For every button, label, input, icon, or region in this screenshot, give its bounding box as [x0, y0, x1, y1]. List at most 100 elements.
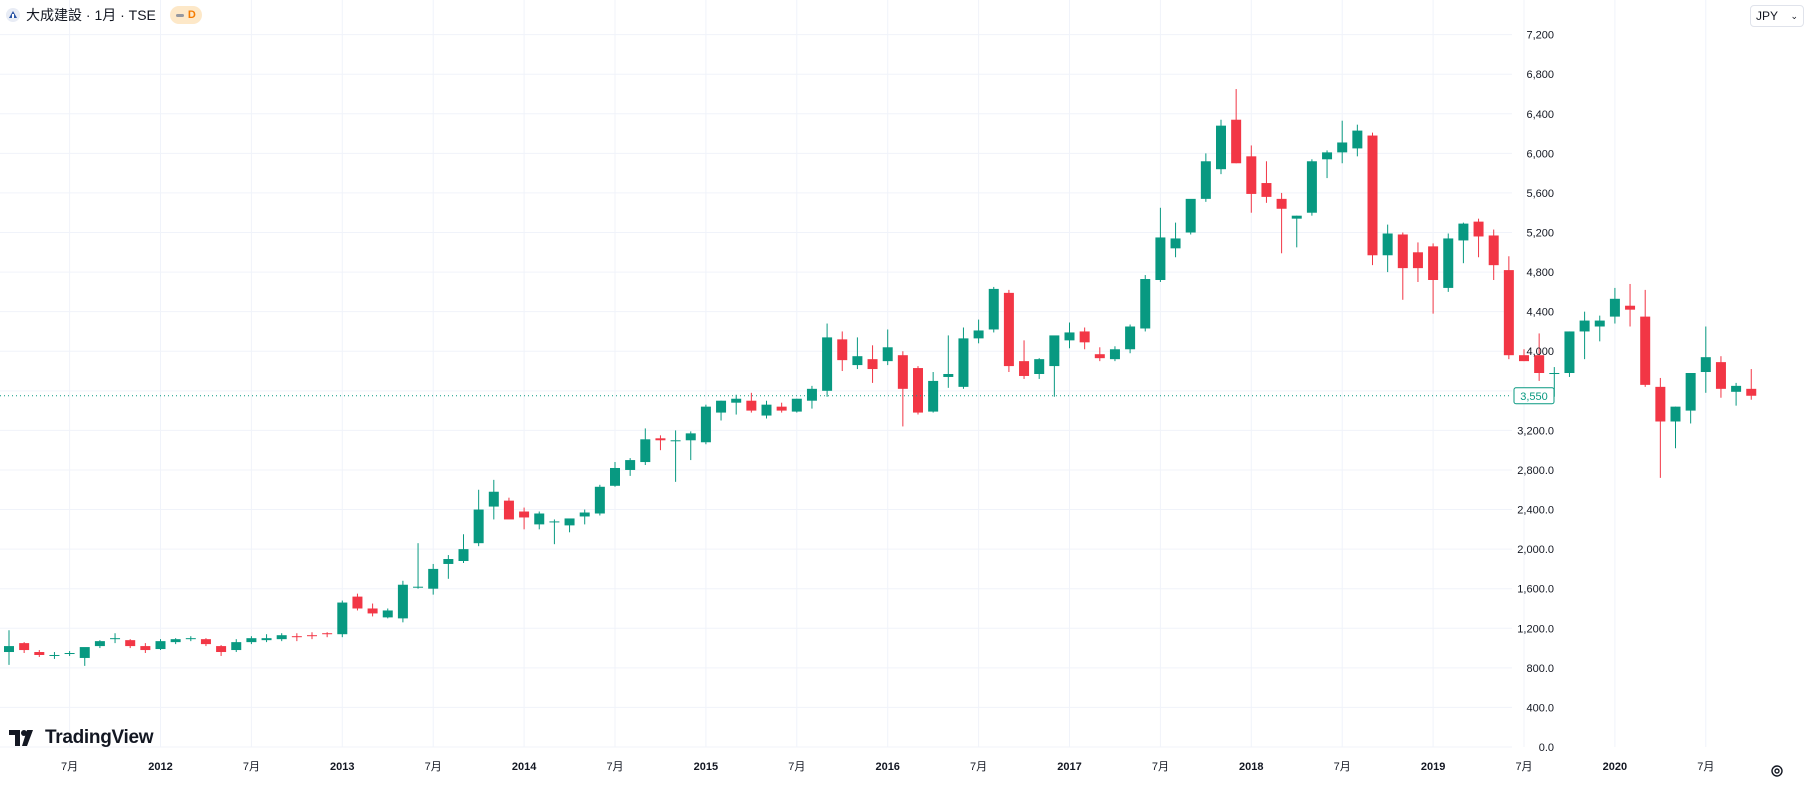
x-tick-label: 7月 [1334, 761, 1351, 773]
candle [94, 640, 105, 649]
last-price-box [1513, 387, 1555, 405]
candle [1746, 369, 1757, 400]
candle-body [34, 652, 45, 655]
candle [1397, 232, 1408, 300]
candle [170, 638, 181, 645]
candle-body [1715, 362, 1726, 389]
candle [1367, 132, 1378, 266]
candle-body [670, 440, 681, 442]
candle [791, 398, 802, 413]
candle-body [231, 642, 242, 651]
candle-body [731, 398, 742, 403]
candle [988, 286, 999, 333]
candle [1185, 198, 1196, 235]
candle-body [1261, 183, 1272, 197]
candle-body [928, 380, 939, 412]
candle [685, 431, 696, 461]
candle [397, 580, 408, 623]
symbol-title[interactable]: 大成建設 · 1月 · TSE [26, 7, 156, 23]
x-tick-label: 7月 [606, 761, 623, 773]
candle-body [155, 641, 166, 650]
candle-body [640, 439, 651, 463]
candle [443, 555, 454, 579]
candle-body [64, 653, 75, 655]
candle [610, 462, 620, 487]
candle [428, 563, 439, 595]
candle-body [200, 639, 211, 645]
settings-gear-icon[interactable] [1769, 763, 1785, 779]
candle-body [1488, 235, 1499, 266]
candle [1503, 256, 1514, 360]
candle-body [1685, 373, 1696, 411]
candle-body [1503, 270, 1514, 356]
candle-body [1079, 331, 1090, 343]
candle-body [1549, 373, 1560, 375]
badge-letter: D [187, 9, 196, 21]
symbol-logo-icon [6, 8, 20, 22]
candlestick-series [4, 89, 1757, 666]
currency-label: JPY [1756, 9, 1779, 23]
candle [852, 337, 863, 370]
candle [125, 639, 136, 649]
candle-body [594, 486, 605, 514]
candle [1700, 326, 1711, 393]
candle-body [1443, 238, 1454, 288]
candle [337, 600, 348, 638]
candle-body [564, 518, 575, 526]
y-tick-label: 0.0 [1539, 742, 1554, 754]
candle [1488, 229, 1499, 281]
candle [928, 372, 939, 413]
candle-body [852, 356, 863, 366]
candle [458, 534, 469, 563]
price-axis[interactable]: 0.0 400.0 800.0 1,200.0 1,600.0 2,000.0 2,400.… [1517, 30, 1554, 754]
candle-body [610, 467, 620, 486]
candle [1049, 335, 1060, 397]
market-status-badge[interactable]: D [169, 6, 202, 24]
candle-body [488, 491, 499, 507]
tradingview-logo[interactable]: TradingView [9, 727, 154, 749]
candle-body [776, 406, 787, 411]
currency-button[interactable]: JPY ⌄ [1750, 5, 1804, 27]
candle-body [185, 638, 196, 640]
candle [1246, 145, 1257, 213]
candle-body [700, 406, 711, 443]
candle [1019, 340, 1030, 379]
candle-body [291, 636, 302, 638]
y-tick-label: 4,000 [1526, 346, 1554, 358]
candle-body [1700, 357, 1711, 373]
candle-body [4, 646, 14, 653]
candle-body [1049, 335, 1060, 367]
y-tick-label: 5,200 [1526, 228, 1554, 240]
candle [261, 634, 272, 643]
candle-body [1140, 279, 1151, 329]
last-price-marker: 3,550 [0, 387, 1555, 405]
candle-body [625, 460, 636, 470]
time-axis[interactable]: 7月 2012 7月 2013 7月 2014 7月 2015 7月 2016 7月 2017 7月 20… [61, 761, 1714, 773]
candle-body [1458, 223, 1469, 241]
candle-body [1109, 349, 1120, 360]
candle [882, 329, 893, 366]
candle [488, 479, 499, 520]
candle-body [1428, 246, 1439, 281]
y-tick-label: 2,000.0 [1517, 544, 1554, 556]
candle-body [49, 654, 60, 656]
x-tick-label: 7月 [788, 761, 805, 773]
candle-body [458, 549, 469, 561]
candle-body [94, 641, 105, 647]
candle [1382, 224, 1393, 273]
candle-body [943, 373, 954, 377]
x-tick-label: 7月 [61, 761, 78, 773]
candle [79, 647, 90, 666]
y-tick-label: 1,200.0 [1517, 623, 1554, 635]
candle-body [882, 347, 893, 362]
candle-body [685, 433, 696, 441]
x-tick-label: 2018 [1239, 761, 1263, 773]
candle-body [397, 584, 408, 619]
candle [1079, 327, 1090, 350]
candle [1412, 242, 1423, 282]
candle-body [1655, 386, 1666, 422]
candle [731, 394, 742, 415]
candle [200, 638, 211, 647]
candle [1685, 373, 1696, 424]
